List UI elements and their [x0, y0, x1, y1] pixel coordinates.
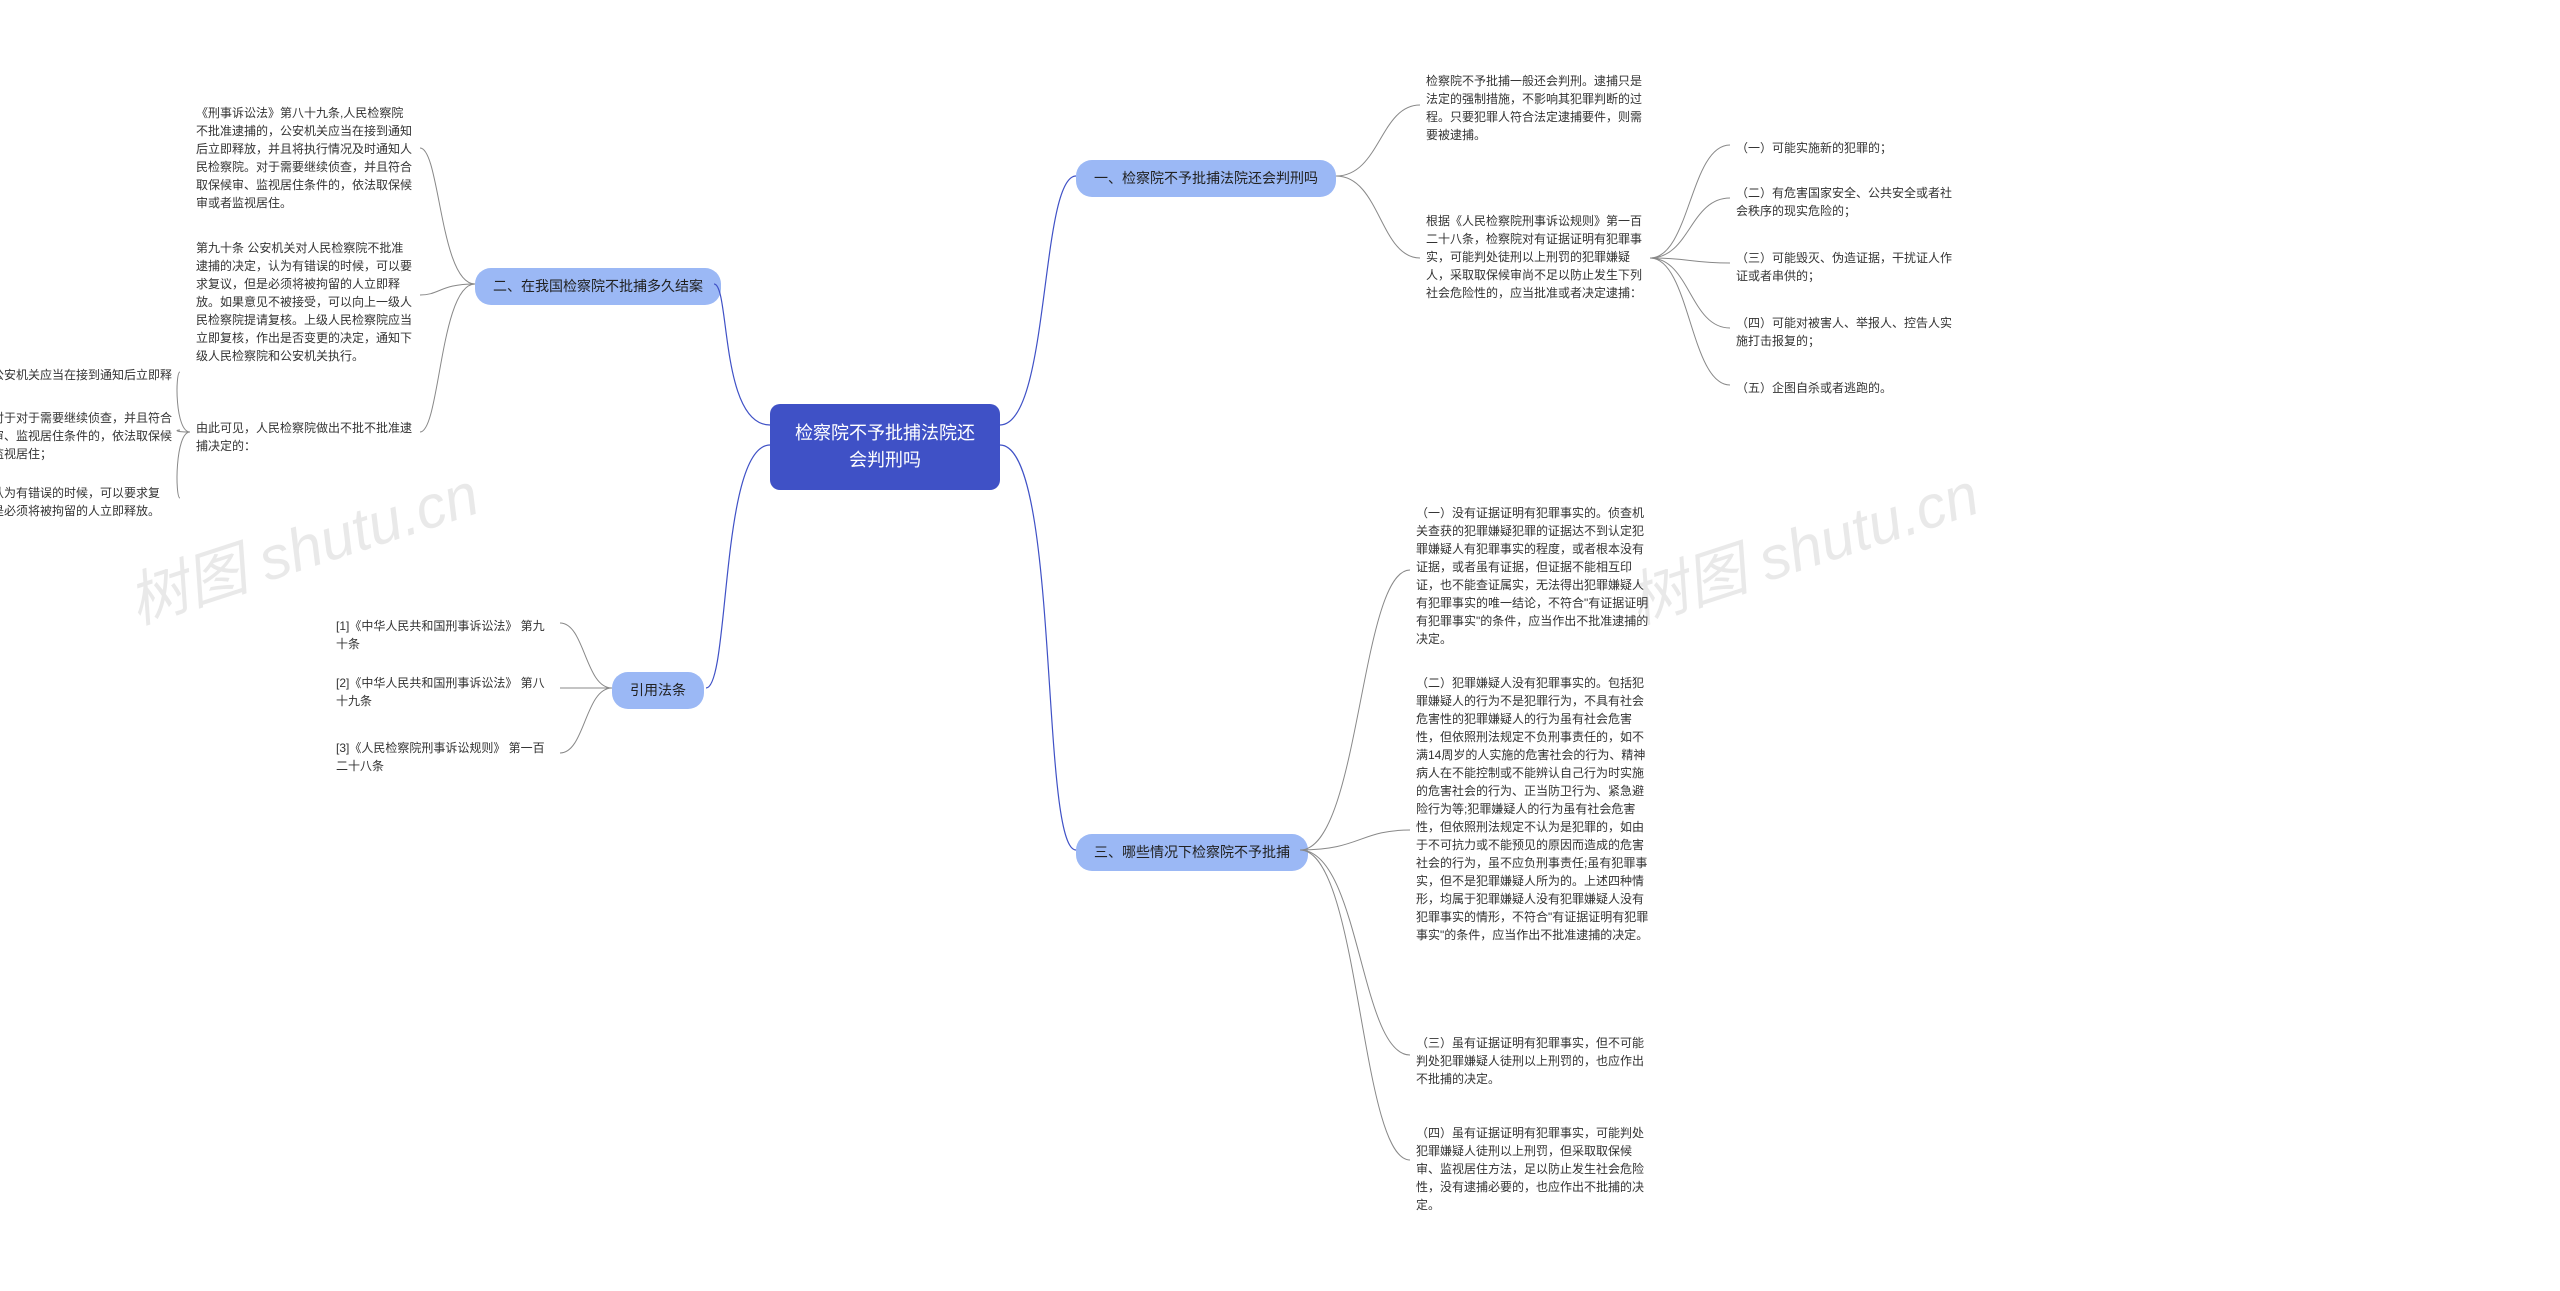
branch-2[interactable]: 二、在我国检察院不批捕多久结案	[475, 268, 721, 305]
branch-1-sub-5: （五）企图自杀或者逃跑的。	[1730, 375, 1960, 401]
branch-1-sub-3: （三）可能毁灭、伪造证据，干扰证人作证或者串供的；	[1730, 245, 1960, 289]
branch-4-leaf-2: [2]《中华人民共和国刑事诉讼法》 第八十九条	[330, 670, 560, 714]
branch-2-leaf-3: 由此可见，人民检察院做出不批不批准逮捕决定的：	[190, 415, 420, 459]
watermark: 树图 shutu.cn	[115, 446, 488, 641]
branch-3-leaf-3: （三）虽有证据证明有犯罪事实，但不可能判处犯罪嫌疑人徒刑以上刑罚的，也应作出不批…	[1410, 1030, 1655, 1092]
branch-3-leaf-1: （一）没有证据证明有犯罪事实的。侦查机关查获的犯罪嫌疑犯罪的证据达不到认定犯罪嫌…	[1410, 500, 1655, 652]
branch-1-sub-2: （二）有危害国家安全、公共安全或者社会秩序的现实危险的；	[1730, 180, 1960, 224]
branch-1-sub-4: （四）可能对被害人、举报人、控告人实施打击报复的；	[1730, 310, 1960, 354]
branch-2-leaf-1: 《刑事诉讼法》第八十九条,人民检察院不批准逮捕的，公安机关应当在接到通知后立即释…	[190, 100, 420, 216]
watermark: 树图 shutu.cn	[1615, 446, 1988, 641]
branch-3[interactable]: 三、哪些情况下检察院不予批捕	[1076, 834, 1308, 871]
branch-4-leaf-3: [3]《人民检察院刑事诉讼规则》 第一百二十八条	[330, 735, 560, 779]
branch-1[interactable]: 一、检察院不予批捕法院还会判刑吗	[1076, 160, 1336, 197]
branch-3-leaf-4: （四）虽有证据证明有犯罪事实，可能判处犯罪嫌疑人徒刑以上刑罚，但采取取保候审、监…	[1410, 1120, 1655, 1218]
branch-2-sub-1: （一）公安机关应当在接到通知后立即释放；	[0, 362, 180, 406]
branch-4-leaf-1: [1]《中华人民共和国刑事诉讼法》 第九十条	[330, 613, 560, 657]
branch-4[interactable]: 引用法条	[612, 672, 704, 709]
branch-1-leaf-1: 检察院不予批捕一般还会判刑。逮捕只是法定的强制措施，不影响其犯罪判断的过程。只要…	[1420, 68, 1650, 148]
center-node[interactable]: 检察院不予批捕法院还会判刑吗	[770, 404, 1000, 490]
branch-1-leaf-2: 根据《人民检察院刑事诉讼规则》第一百二十八条，检察院对有证据证明有犯罪事实，可能…	[1420, 208, 1650, 306]
branch-2-sub-3: （三）认为有错误的时候，可以要求复议，但是必须将被拘留的人立即释放。	[0, 480, 180, 524]
branch-2-leaf-2: 第九十条 公安机关对人民检察院不批准逮捕的决定，认为有错误的时候，可以要求复议，…	[190, 235, 420, 369]
branch-2-sub-2: （二）对于对于需要继续侦查，并且符合取保候审、监视居住条件的，依法取保候审或者监…	[0, 405, 180, 467]
branch-3-leaf-2: （二）犯罪嫌疑人没有犯罪事实的。包括犯罪嫌疑人的行为不是犯罪行为，不具有社会危害…	[1410, 670, 1655, 948]
branch-1-sub-1: （一）可能实施新的犯罪的；	[1730, 135, 1960, 161]
